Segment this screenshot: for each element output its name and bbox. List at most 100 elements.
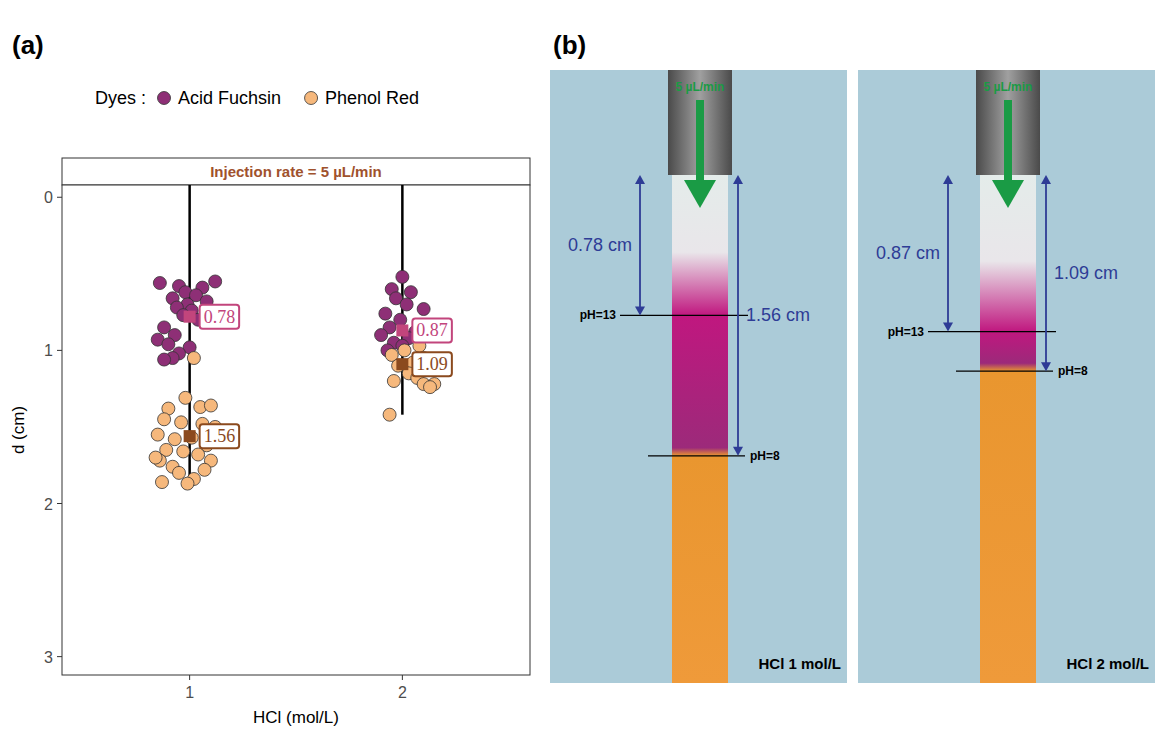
legend-title: Dyes : — [95, 88, 146, 108]
x-tick-label: 2 — [398, 684, 407, 701]
point — [151, 428, 164, 441]
depth-label: 0.78 cm — [568, 235, 632, 255]
point — [375, 329, 388, 342]
point — [404, 286, 417, 299]
point — [209, 275, 222, 288]
ph-line — [956, 371, 1053, 372]
arrowhead — [635, 175, 645, 184]
arrowhead — [733, 447, 743, 456]
strip — [62, 158, 530, 185]
flow-rate: 5 µL/min — [676, 80, 725, 94]
depth-label: 1.56 cm — [746, 305, 810, 325]
ph-label: pH=13 — [888, 325, 925, 339]
point — [387, 375, 400, 388]
point — [155, 476, 168, 489]
mean-label: 1.09 — [412, 352, 452, 376]
legend-label: Phenol Red — [325, 88, 419, 108]
dimension-arrow — [947, 177, 949, 330]
legend-label: Acid Fuchsin — [178, 88, 281, 108]
point — [162, 338, 175, 351]
ph-line — [928, 331, 1056, 332]
x-tick-label: 1 — [185, 684, 194, 701]
legend: Dyes : Acid Fuchsin Phenol Red — [95, 88, 419, 108]
x-tick — [402, 675, 403, 680]
dimension-arrow — [737, 177, 739, 454]
data-label: 0.78 — [204, 307, 236, 327]
y-tick — [57, 656, 62, 657]
mean-label: 0.87 — [412, 318, 452, 342]
dye-stream — [980, 175, 1036, 683]
point — [398, 344, 411, 357]
y-tick — [57, 350, 62, 351]
diagram-panel: 5 µL/minpH=13pH=80.87 cm1.09 cmHCl 2 mol… — [858, 70, 1155, 683]
data-label: 1.56 — [204, 426, 236, 446]
mean-label-box — [200, 305, 240, 329]
panel-background — [858, 70, 1155, 683]
y-tick — [57, 503, 62, 504]
ph-line — [620, 315, 748, 316]
point — [417, 303, 430, 316]
arrowhead — [635, 306, 645, 315]
mean-label-box — [412, 352, 452, 376]
arrowhead — [943, 323, 953, 332]
ph-label: pH=13 — [580, 308, 617, 322]
flow-rate: 5 µL/min — [984, 80, 1033, 94]
ph-label: pH=8 — [750, 449, 780, 463]
point — [192, 448, 205, 461]
flow-arrowhead — [992, 180, 1024, 208]
point — [383, 408, 396, 421]
point — [396, 270, 409, 283]
arrowhead — [943, 175, 953, 184]
ph-line — [648, 455, 745, 456]
y-tick-label: 3 — [44, 649, 53, 666]
plot-frame — [62, 185, 530, 675]
point — [168, 433, 181, 446]
point — [198, 463, 211, 476]
point — [179, 391, 192, 404]
point — [173, 466, 186, 479]
arrowhead — [733, 175, 743, 184]
medium-label: HCl 1 mol/L — [758, 655, 841, 672]
mean-marker — [396, 324, 408, 336]
point — [153, 277, 166, 290]
diagram-panel: 5 µL/min pH=13 pH=8 0.78 cm 1.56 cm HCl 1 mol… — [550, 70, 847, 683]
x-tick — [189, 675, 190, 680]
depth-label: 0.87 cm — [876, 243, 940, 263]
mean-label-box — [200, 424, 240, 448]
data-label: 0.87 — [416, 320, 448, 340]
point — [379, 307, 392, 320]
medium-label: HCl 2 mol/L — [1066, 655, 1149, 672]
y-tick-label: 0 — [44, 189, 53, 206]
figure: (a)Dyes :Acid FuchsinPhenol RedInjection… — [0, 0, 1160, 736]
flow-arrow — [696, 100, 704, 182]
x-axis-title: HCl (mol/L) — [253, 708, 339, 727]
y-tick-label: 1 — [44, 342, 53, 359]
point — [400, 298, 413, 311]
point — [424, 381, 437, 394]
ph-label: pH=8 — [1058, 364, 1088, 378]
y-axis-title: d (cm) — [9, 406, 28, 454]
point — [158, 353, 171, 366]
point — [158, 413, 171, 426]
panel-label: (b) — [553, 30, 586, 60]
point — [149, 451, 162, 464]
mean-label: 0.78 — [200, 305, 240, 329]
plot-marks — [149, 185, 441, 490]
point — [177, 445, 190, 458]
mean-label-box — [412, 318, 452, 342]
mean-marker — [184, 311, 196, 323]
point — [204, 399, 217, 412]
point — [175, 416, 188, 429]
dye-stream — [672, 175, 728, 683]
flow-arrow — [1004, 100, 1012, 182]
dimension-arrow — [639, 177, 641, 313]
mean-marker — [396, 358, 408, 370]
arrowhead — [1041, 175, 1051, 184]
flow-arrowhead — [684, 180, 716, 208]
y-tick-label: 2 — [44, 496, 53, 513]
legend-marker — [305, 92, 318, 105]
mean-marker — [184, 430, 196, 442]
legend-marker — [158, 92, 171, 105]
panel-label: (a) — [12, 30, 44, 60]
point — [187, 352, 200, 365]
